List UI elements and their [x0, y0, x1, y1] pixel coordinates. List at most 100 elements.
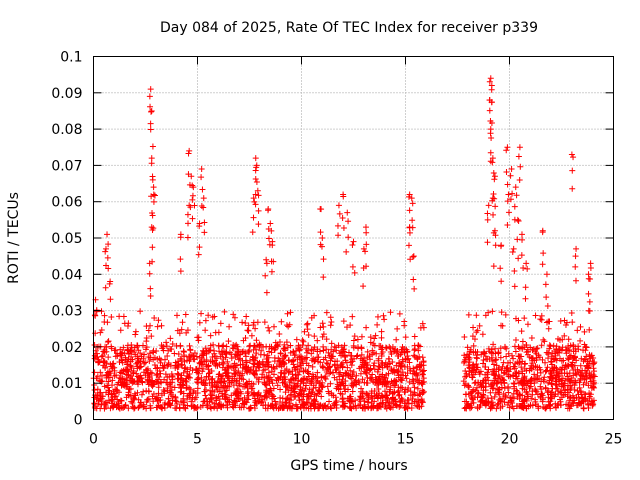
data-point: [495, 400, 502, 407]
data-point: [292, 372, 299, 379]
data-point: [522, 284, 529, 291]
data-point: [395, 374, 402, 381]
data-point: [216, 388, 223, 395]
data-point: [419, 398, 426, 405]
data-point: [551, 393, 558, 400]
data-point: [91, 404, 98, 411]
data-point: [578, 391, 585, 398]
data-point: [340, 318, 347, 325]
data-point: [527, 377, 534, 384]
data-point: [512, 337, 519, 344]
data-point: [194, 378, 201, 385]
x-axis-label: GPS time / hours: [290, 458, 407, 474]
data-point: [206, 369, 213, 376]
data-point: [380, 312, 387, 319]
data-point: [540, 250, 547, 257]
data-point: [315, 387, 322, 394]
data-point: [573, 357, 580, 364]
data-point: [519, 338, 526, 345]
data-point: [402, 372, 409, 379]
data-point: [213, 397, 220, 404]
data-point: [396, 310, 403, 317]
y-tick-label: 0.06: [51, 195, 82, 211]
data-point: [233, 341, 240, 348]
data-point: [108, 396, 115, 403]
data-point: [244, 390, 251, 397]
data-point: [414, 354, 421, 361]
data-point: [189, 192, 196, 199]
data-point: [490, 263, 497, 270]
data-point: [591, 368, 598, 375]
data-point: [201, 219, 208, 226]
data-point: [505, 383, 512, 390]
data-point: [503, 169, 510, 176]
data-point: [565, 389, 572, 396]
data-point: [151, 362, 158, 369]
data-point: [255, 221, 262, 228]
data-point: [572, 253, 579, 260]
data-point: [252, 325, 259, 332]
data-point: [520, 264, 527, 271]
data-point: [538, 316, 545, 323]
data-point: [148, 108, 155, 115]
data-point: [319, 379, 326, 386]
data-point: [296, 347, 303, 354]
data-point: [511, 283, 518, 290]
data-point: [565, 375, 572, 382]
data-point: [303, 345, 310, 352]
data-point: [267, 220, 274, 227]
data-point: [411, 368, 418, 375]
data-point: [490, 402, 497, 409]
data-point: [314, 346, 321, 353]
data-point: [338, 361, 345, 368]
data-point: [183, 385, 190, 392]
data-point: [263, 394, 270, 401]
data-point: [115, 404, 122, 411]
data-point: [136, 403, 143, 410]
data-point: [150, 347, 157, 354]
data-point: [158, 322, 165, 329]
data-point: [487, 126, 494, 133]
data-point: [205, 363, 212, 370]
data-point: [285, 357, 292, 364]
data-point: [174, 375, 181, 382]
data-point: [504, 198, 511, 205]
data-point: [556, 396, 563, 403]
data-point: [243, 380, 250, 387]
data-point: [301, 401, 308, 408]
data-point: [186, 392, 193, 399]
data-point: [305, 331, 312, 338]
data-point: [146, 350, 153, 357]
data-point: [369, 371, 376, 378]
data-point: [201, 229, 208, 236]
data-point: [503, 345, 510, 352]
data-point: [338, 348, 345, 355]
data-point: [348, 405, 355, 412]
data-point: [198, 374, 205, 381]
data-point: [364, 391, 371, 398]
data-point: [247, 383, 254, 390]
data-point: [274, 382, 281, 389]
data-point: [114, 396, 121, 403]
data-point: [228, 392, 235, 399]
data-point: [553, 365, 560, 372]
data-point: [477, 368, 484, 375]
data-point: [503, 147, 510, 154]
data-point: [177, 234, 184, 241]
data-point: [521, 344, 528, 351]
data-point: [305, 342, 312, 349]
data-point: [570, 343, 577, 350]
data-point: [521, 315, 528, 322]
data-point: [308, 350, 315, 357]
data-point: [542, 405, 549, 412]
data-point: [396, 360, 403, 367]
data-point: [516, 345, 523, 352]
data-point: [521, 386, 528, 393]
data-point: [474, 355, 481, 362]
data-point: [327, 322, 334, 329]
data-point: [320, 356, 327, 363]
data-point: [549, 367, 556, 374]
data-point: [479, 394, 486, 401]
data-point: [265, 207, 272, 214]
data-point: [305, 370, 312, 377]
